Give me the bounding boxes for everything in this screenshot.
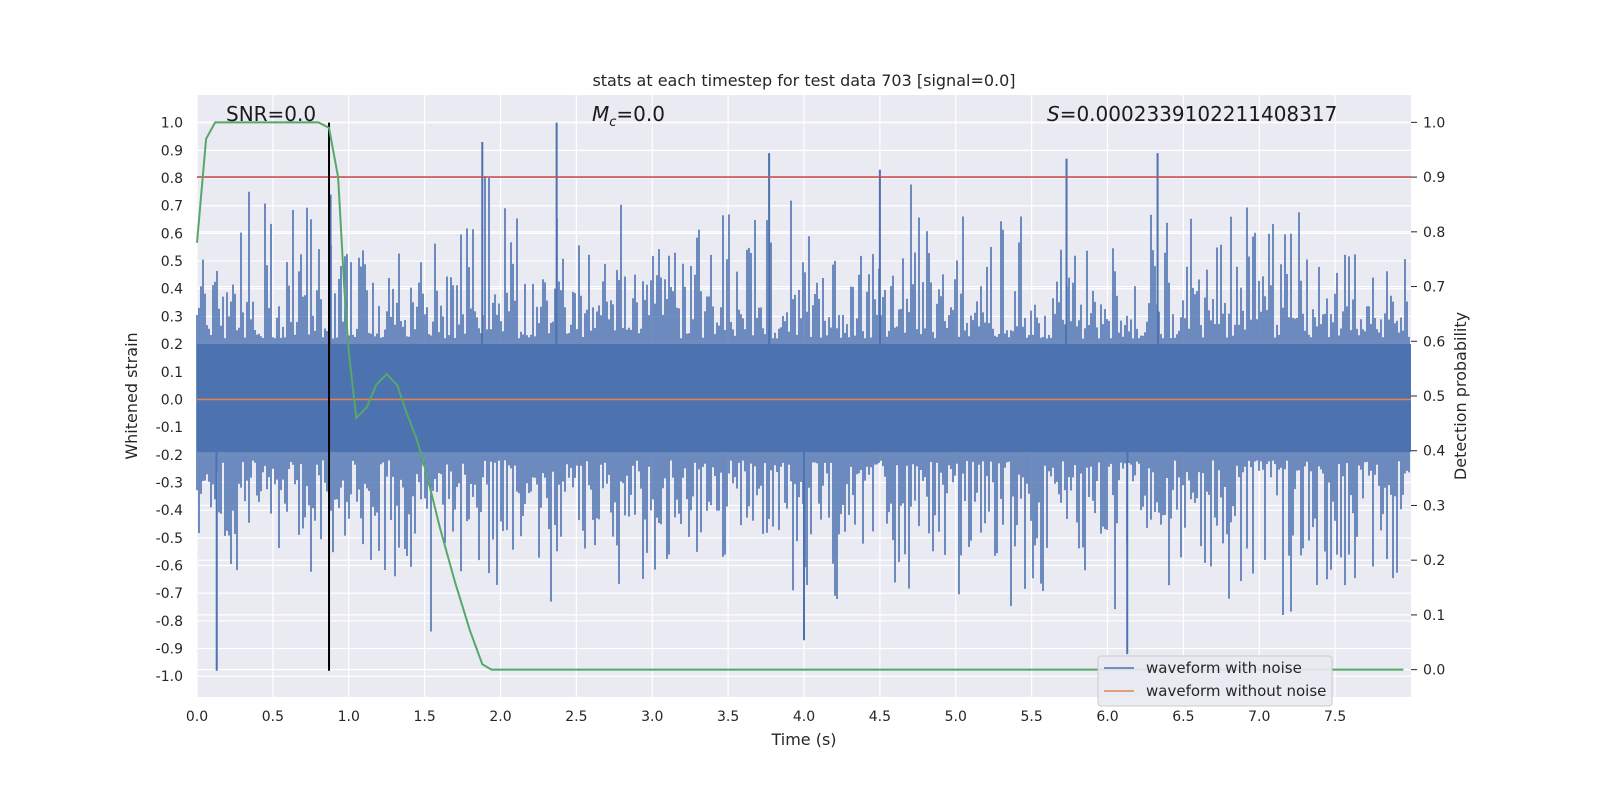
y-tick-label-right: 0.6 bbox=[1423, 334, 1445, 350]
y-tick-label-left: 0.0 bbox=[161, 392, 183, 408]
y-axis-label-left: Whitened strain bbox=[122, 332, 141, 459]
y-tick-label-right: 1.0 bbox=[1423, 115, 1445, 131]
y-tick-label-left: 0.8 bbox=[161, 171, 183, 187]
y-tick-label-right: 0.9 bbox=[1423, 170, 1445, 186]
y-tick-label-left: 0.7 bbox=[161, 199, 183, 215]
y-tick-label-left: 1.0 bbox=[161, 116, 183, 132]
y-tick-label-right: 0.5 bbox=[1423, 389, 1445, 405]
y-tick-label-right: 0.1 bbox=[1423, 608, 1445, 624]
y-tick-label-left: -0.3 bbox=[156, 475, 183, 491]
y-tick-label-left: -0.7 bbox=[156, 586, 183, 602]
x-tick-label: 6.5 bbox=[1172, 709, 1194, 725]
y-tick-label-right: 0.7 bbox=[1423, 280, 1445, 296]
y-tick-label-left: -0.2 bbox=[156, 448, 183, 464]
chirp-mass-annotation: Mc=0.0 bbox=[592, 102, 665, 130]
y-tick-label-right: 0.8 bbox=[1423, 225, 1445, 241]
detection-probability-line bbox=[196, 121, 1404, 671]
s-value: =0.0002339102211408317 bbox=[1060, 102, 1338, 126]
x-tick-label: 1.5 bbox=[413, 709, 435, 725]
y-tick-label-right: 0.2 bbox=[1423, 553, 1445, 569]
chart-title: stats at each timestep for test data 703… bbox=[592, 71, 1015, 90]
y-tick-label-left: -0.5 bbox=[156, 531, 183, 547]
legend: waveform with noise waveform without noi… bbox=[1097, 655, 1333, 707]
x-tick-label: 4.0 bbox=[793, 709, 815, 725]
mc-symbol: M bbox=[592, 102, 609, 126]
tick-labels: 0.0 0.5 1.0 1.5 2.0 2.5 3.0 3.5 4.0 4.5 5.0 5.5 6.0 6… bbox=[156, 115, 1446, 725]
y-tick-label-left: 0.4 bbox=[161, 282, 183, 298]
x-tick-label: 0.5 bbox=[262, 709, 284, 725]
x-tick-label: 1.0 bbox=[338, 709, 360, 725]
x-tick-label: 3.0 bbox=[641, 709, 663, 725]
x-tick-label: 2.5 bbox=[565, 709, 587, 725]
x-tick-label: 6.0 bbox=[1096, 709, 1118, 725]
y-tick-label-left: -1.0 bbox=[156, 669, 183, 685]
x-tick-label: 3.5 bbox=[717, 709, 739, 725]
s-annotation: S=0.0002339102211408317 bbox=[1047, 102, 1337, 126]
chart-marks bbox=[196, 121, 1411, 671]
y-tick-label-left: -0.1 bbox=[156, 420, 183, 436]
snr-annotation: SNR=0.0 bbox=[226, 102, 316, 126]
x-tick-label: 4.5 bbox=[869, 709, 891, 725]
y-tick-label-left: 0.2 bbox=[161, 337, 183, 353]
x-tick-label: 7.5 bbox=[1324, 709, 1346, 725]
x-tick-label: 0.0 bbox=[186, 709, 208, 725]
y-tick-label-left: 0.3 bbox=[161, 309, 183, 325]
x-tick-label: 5.0 bbox=[945, 709, 967, 725]
s-symbol: S bbox=[1047, 102, 1060, 126]
x-tick-label: 5.5 bbox=[1020, 709, 1042, 725]
y-tick-label-left: -0.6 bbox=[156, 559, 183, 575]
y-tick-label-left: 0.1 bbox=[161, 365, 183, 381]
mc-value: =0.0 bbox=[616, 102, 665, 126]
y-tick-label-left: 0.9 bbox=[161, 143, 183, 159]
x-tick-label: 2.0 bbox=[489, 709, 511, 725]
y-axis-label-right: Detection probability bbox=[1451, 312, 1470, 480]
y-tick-label-right: 0.4 bbox=[1423, 444, 1445, 460]
x-axis-label: Time (s) bbox=[770, 730, 836, 749]
y-tick-label-left: 0.5 bbox=[161, 254, 183, 270]
y-tick-label-right: 0.0 bbox=[1423, 663, 1445, 679]
legend-box bbox=[1097, 655, 1333, 707]
y-tick-label-left: -0.4 bbox=[156, 503, 183, 519]
legend-label-noise: waveform with noise bbox=[1146, 659, 1302, 677]
y-tick-label-left: -0.8 bbox=[156, 614, 183, 630]
mc-subscript: c bbox=[609, 115, 616, 130]
x-tick-label: 7.0 bbox=[1248, 709, 1270, 725]
y-tick-label-left: -0.9 bbox=[156, 642, 183, 658]
legend-label-clean: waveform without noise bbox=[1146, 682, 1326, 700]
noise-series bbox=[196, 122, 1411, 671]
y-tick-label-left: 0.6 bbox=[161, 226, 183, 242]
y-tick-label-right: 0.3 bbox=[1423, 498, 1445, 514]
